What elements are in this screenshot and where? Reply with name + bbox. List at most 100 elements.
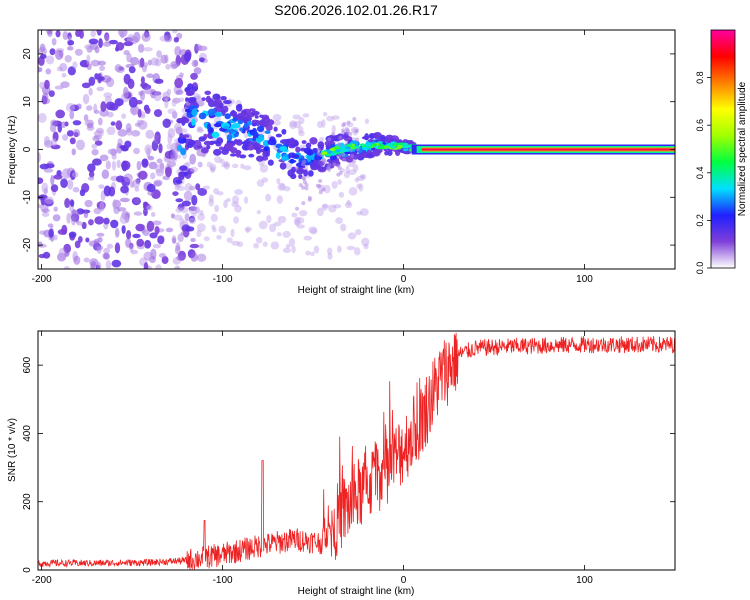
spectrogram-cell — [318, 178, 323, 183]
spectrogram-cell — [318, 166, 326, 171]
spectrogram-cell — [282, 230, 291, 238]
spectrogram-cell — [298, 183, 303, 188]
spectrogram-cell — [61, 72, 67, 78]
spectrogram-cell — [144, 239, 152, 249]
spectrogram-cell — [119, 214, 129, 225]
spectrogram-cell — [81, 221, 87, 230]
spectrogram-cell — [383, 145, 390, 149]
spectrogram-cell — [128, 96, 138, 108]
spectrogram-cell — [136, 160, 142, 171]
spectrogram-cell — [150, 57, 160, 66]
spectrogram-cell — [126, 230, 132, 240]
spectrogram-cell — [108, 39, 118, 45]
spectrogram-cell — [213, 123, 222, 128]
spectrogram-cell — [190, 72, 198, 80]
spectrogram-cell — [121, 160, 128, 172]
spectrogram-cell — [131, 106, 137, 116]
spectrogram-cell — [184, 182, 193, 192]
spectrogram-cell — [145, 129, 155, 139]
spectrogram-cell — [214, 111, 223, 117]
spectrogram-cell — [90, 59, 101, 67]
spectrogram-cell — [72, 186, 80, 193]
spectrogram-cell — [377, 146, 384, 150]
spectrogram-cell — [206, 161, 213, 168]
spectrogram-cell — [174, 265, 181, 269]
spectrogram-cell — [104, 95, 112, 104]
spectrogram-cell — [240, 163, 245, 169]
spectrogram-cell — [223, 162, 229, 167]
spectrogram-cell — [337, 179, 342, 185]
spectrogram-cell — [99, 201, 105, 212]
spectrogram-cell — [317, 141, 325, 149]
spectrogram-cell — [106, 111, 114, 118]
spectrogram-cell — [115, 42, 125, 51]
spectrogram-cell — [256, 125, 265, 133]
spectrogram-cell — [248, 108, 256, 112]
spectrogram-cell — [171, 235, 177, 244]
spectrogram-cell — [365, 143, 372, 147]
spectrogram-cell — [49, 48, 56, 56]
spectrogram-cell — [354, 129, 359, 134]
spectrogram-cell — [273, 126, 278, 132]
spectrogram-cell — [98, 184, 105, 189]
spectrogram-cell — [285, 243, 291, 249]
spectrogram-cell — [281, 128, 287, 135]
spectrogram-cell — [94, 109, 100, 115]
spectrogram-cell — [185, 97, 190, 102]
spectrogram-cell — [114, 227, 120, 238]
spectrogram-cell — [71, 148, 76, 156]
spectrogram-cell — [198, 57, 205, 63]
spectrogram-cell — [111, 153, 117, 160]
spectrogram-cell — [155, 264, 162, 269]
spectrogram-cell — [141, 32, 151, 42]
spectrogram-cell — [110, 219, 119, 229]
spectrogram-cell — [225, 197, 231, 203]
spectrogram-cell — [94, 140, 103, 146]
spectrogram-cell — [208, 198, 215, 207]
spectrogram-cell — [277, 215, 287, 224]
spectrogram-x-axis-label: Height of straight line (km) — [298, 285, 415, 296]
spectrogram-cell — [275, 151, 281, 159]
spectrogram-cell — [233, 132, 239, 138]
spectrogram-cell — [237, 119, 244, 125]
spectrogram-cell — [301, 185, 306, 190]
snr-series-line — [38, 332, 675, 570]
spectrogram-cell — [76, 103, 82, 110]
spectrogram-cell — [224, 142, 234, 151]
spectrogram-cell — [207, 108, 216, 116]
spectrogram-cell — [46, 30, 53, 35]
spectrogram-cell — [75, 139, 85, 151]
spectrogram-cell — [181, 117, 190, 124]
spectrogram-cell — [303, 235, 313, 241]
y-tick-label: -20 — [22, 237, 33, 252]
spectrogram-cell — [273, 120, 281, 126]
spectrogram-cell — [346, 120, 351, 125]
spectrogram-cell — [341, 130, 346, 135]
spectrogram-cell — [67, 46, 74, 51]
spectrogram-cell — [166, 143, 172, 150]
spectrogram-cell — [195, 183, 201, 191]
spectrogram-cell — [318, 136, 325, 143]
spectrogram-cell — [341, 152, 346, 157]
spectrogram-cell — [150, 212, 156, 217]
snr-x-ticks: -200 -100 0 100 — [32, 331, 593, 586]
spectrogram-cell — [196, 253, 207, 262]
spectrogram-cell — [273, 221, 282, 227]
spectrogram-cell — [305, 142, 312, 149]
spectrogram-cell — [164, 34, 173, 43]
y-tick-label: -10 — [22, 190, 33, 205]
spectrogram-cell — [158, 143, 163, 154]
spectrogram-cell — [82, 93, 90, 105]
spectrogram-cell — [197, 187, 208, 196]
spectrogram-cell — [364, 118, 370, 125]
spectrogram-cell — [133, 211, 143, 216]
spectrogram-cell — [177, 233, 184, 243]
spectrogram-cell — [307, 170, 314, 177]
spectrogram-cell — [321, 187, 326, 192]
spectrogram-cell — [103, 185, 111, 197]
spectrogram-cell — [127, 78, 135, 90]
spectrogram-cell — [153, 180, 162, 187]
spectrogram-cell — [167, 133, 173, 145]
spectrogram-cell — [261, 177, 269, 183]
spectrogram-cell — [366, 149, 372, 155]
